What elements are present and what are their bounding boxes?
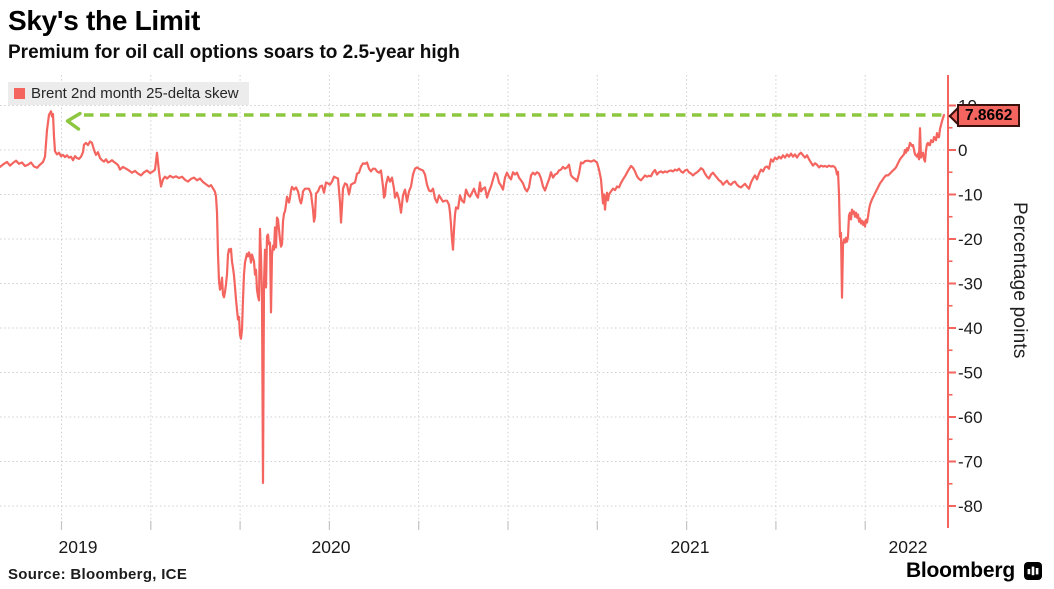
legend-label: Brent 2nd month 25-delta skew (31, 85, 239, 102)
page-title: Sky's the Limit (8, 5, 200, 36)
bloomberg-wordmark: Bloomberg (905, 559, 1015, 582)
arrowhead-icon (65, 111, 82, 131)
y-tick-label: -40 (958, 319, 983, 338)
source-note: Source: Bloomberg, ICE (8, 566, 188, 583)
y-tick-label: -80 (958, 497, 983, 516)
y-tick-label: -10 (958, 186, 983, 205)
x-axis-label: 2019 (59, 537, 98, 557)
x-axis: 2019 2020 2021 2022 (59, 537, 928, 557)
y-axis: 100-10-20-30-40-50-60-70-80 (947, 75, 983, 528)
page-subtitle: Premium for oil call options soars to 2.… (8, 42, 460, 63)
y-tick-label: -30 (958, 275, 983, 294)
series-line-brent-skew (0, 110, 946, 484)
y-tick-label: -70 (958, 453, 983, 472)
bloomberg-logo-icon (1024, 562, 1042, 580)
x-axis-label: 2022 (889, 537, 928, 557)
gridlines (0, 75, 948, 530)
annotation-arrow (65, 111, 944, 131)
x-axis-label: 2021 (671, 537, 710, 557)
y-tick-label: -60 (958, 408, 983, 427)
bloomberg-branding: Bloomberg (906, 559, 1042, 583)
last-value-badge: 7.8662 (948, 104, 1021, 127)
y-axis-title: Percentage points (1009, 202, 1030, 359)
badge-value: 7.8662 (957, 104, 1021, 127)
legend: Brent 2nd month 25-delta skew (8, 82, 249, 105)
y-tick-label: -50 (958, 364, 983, 383)
y-tick-label: 0 (958, 141, 967, 160)
x-axis-label: 2020 (312, 537, 351, 557)
y-tick-label: -20 (958, 230, 983, 249)
legend-swatch-icon (14, 88, 25, 99)
